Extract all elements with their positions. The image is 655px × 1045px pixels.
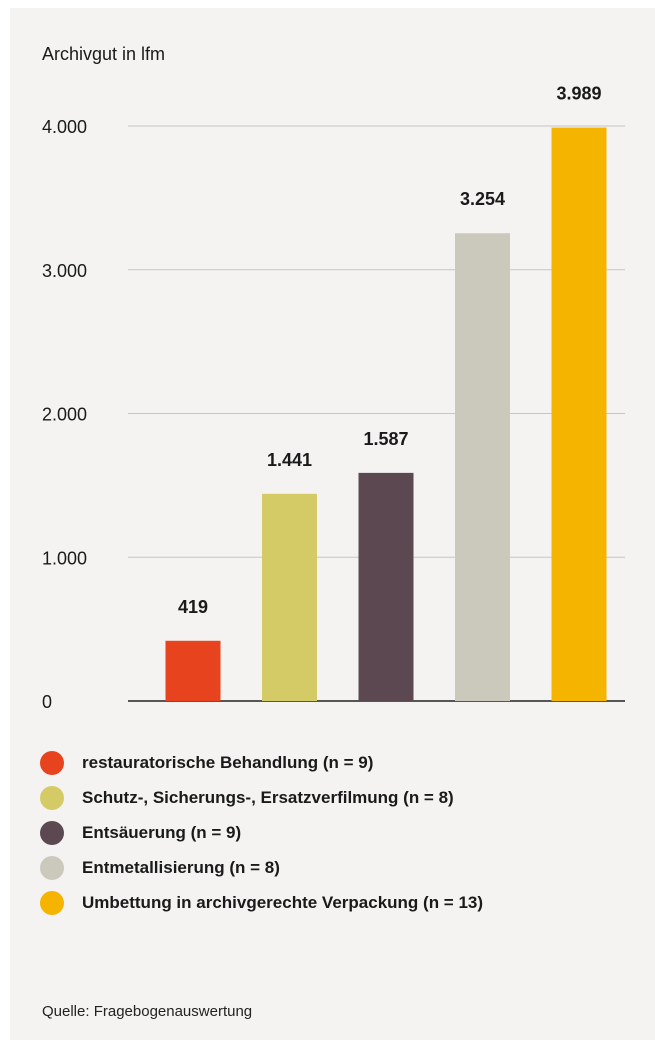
legend-item: Entmetallisierung (n = 8) [40,850,483,885]
source-note: Quelle: Fragebogenauswertung [42,1003,253,1020]
bar [551,127,607,702]
bar [262,493,317,701]
legend-swatch [40,855,64,880]
bar-value-label: 1.441 [267,450,312,470]
y-tick-label: 1.000 [42,548,87,568]
y-tick-label: 3.000 [42,261,87,281]
legend: restauratorische Behandlung (n = 9) Schut… [40,745,483,920]
bar [165,640,221,701]
y-tick-label: 0 [42,692,52,712]
bar-value-label: 419 [178,597,208,617]
legend-item: Umbettung in archivgerechte Verpackung (… [40,885,483,920]
legend-swatch [40,890,64,915]
legend-item: Entsäuerung (n = 9) [40,815,483,850]
bar [455,233,510,702]
legend-label: Entmetallisierung (n = 8) [82,857,280,877]
bar [358,472,414,701]
legend-label: Schutz-, Sicherungs-, Ersatzverfilmung (… [82,787,454,807]
y-tick-label: 2.000 [42,405,87,425]
y-axis-title: Archivgut in lfm [42,44,166,64]
legend-item: Schutz-, Sicherungs-, Ersatzverfilmung (… [40,780,483,815]
bar-value-label: 3.254 [460,189,505,209]
bar-chart: 0 1.000 2.000 3.000 4.000 419 1.441 1.587 3.254 3… [42,84,625,712]
y-tick-label: 4.000 [42,117,87,137]
legend-label: Entsäuerung (n = 9) [82,822,242,842]
chart-panel [10,8,655,1040]
legend-item: restauratorische Behandlung (n = 9) [40,745,483,780]
legend-swatch [40,750,64,775]
legend-label: restauratorische Behandlung (n = 9) [82,752,374,772]
legend-label: Umbettung in archivgerechte Verpackung (… [82,892,484,912]
bar-value-label: 1.587 [363,429,408,449]
bar-value-label: 3.989 [556,84,601,104]
legend-swatch [40,785,64,810]
legend-swatch [40,820,64,845]
